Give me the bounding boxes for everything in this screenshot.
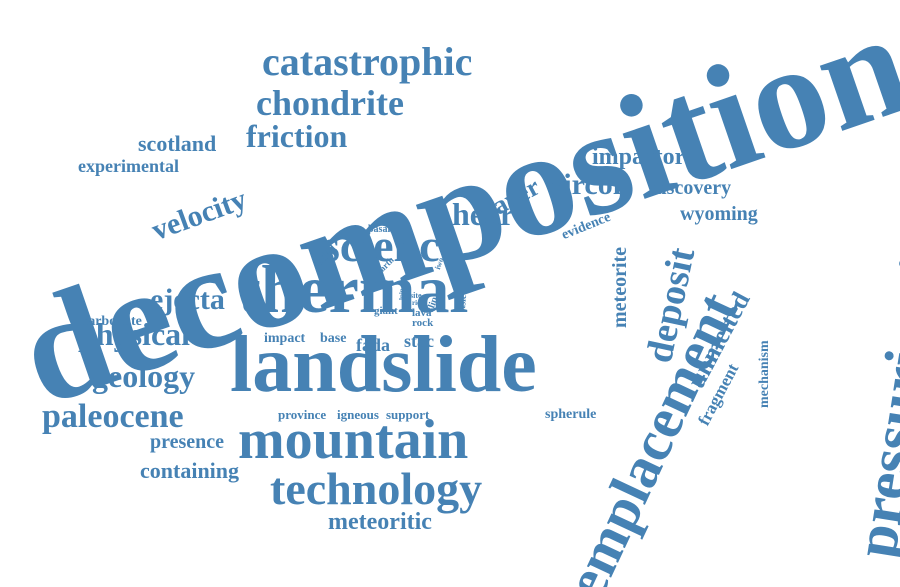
word-presence: presence (150, 431, 225, 453)
word-thermal: thermal (238, 251, 469, 327)
word-chondrite: chondrite (256, 83, 404, 123)
word-lpip: lpip (398, 288, 406, 300)
word-spherule: spherule (545, 407, 597, 422)
word-fada: fada (356, 335, 391, 355)
word-igneous: igneous (337, 407, 379, 422)
word-basal: basal (368, 224, 391, 235)
word-containing: containing (140, 458, 240, 483)
word-scotland: scotland (138, 131, 217, 156)
word-impact: impact (264, 331, 306, 346)
word-wyoming: wyoming (680, 203, 758, 225)
word-base: base (320, 331, 347, 346)
word-geology: geology (92, 358, 196, 394)
word-physical: physical (78, 316, 191, 352)
word-discovery: discovery (650, 177, 732, 199)
word-lava: lava (412, 307, 432, 319)
word-meteoritic: meteoritic (328, 509, 432, 535)
word-science: science (322, 220, 460, 271)
word-stac: stac (404, 331, 434, 351)
word-meteorite: meteorite (609, 246, 631, 328)
word-giant: giant (374, 305, 398, 317)
word-isle: isle (457, 294, 470, 309)
word-rich: rich (412, 299, 425, 307)
word-experimental: experimental (78, 156, 179, 176)
word-catastrophic: catastrophic (262, 39, 473, 84)
word-mountain: mountain (238, 409, 469, 471)
word-zircon: zircon (550, 168, 630, 201)
word-support: support (386, 407, 430, 422)
word-heart: heart (452, 196, 525, 232)
word-landslide: landslide (230, 321, 537, 409)
word-carbonate: carbonate (82, 314, 142, 329)
word-mechanism: mechanism (757, 340, 772, 408)
word-technology: technology (270, 463, 483, 514)
word-impactor: impactor (592, 144, 686, 170)
word-site: site (410, 291, 422, 300)
word-paleocene: paleocene (42, 398, 184, 435)
word-friction: friction (246, 118, 348, 154)
word-province: province (278, 407, 327, 422)
word-rock: rock (412, 317, 434, 329)
word-pressurization: pressurization (842, 190, 900, 562)
word-ejecta: ejecta (150, 283, 225, 316)
